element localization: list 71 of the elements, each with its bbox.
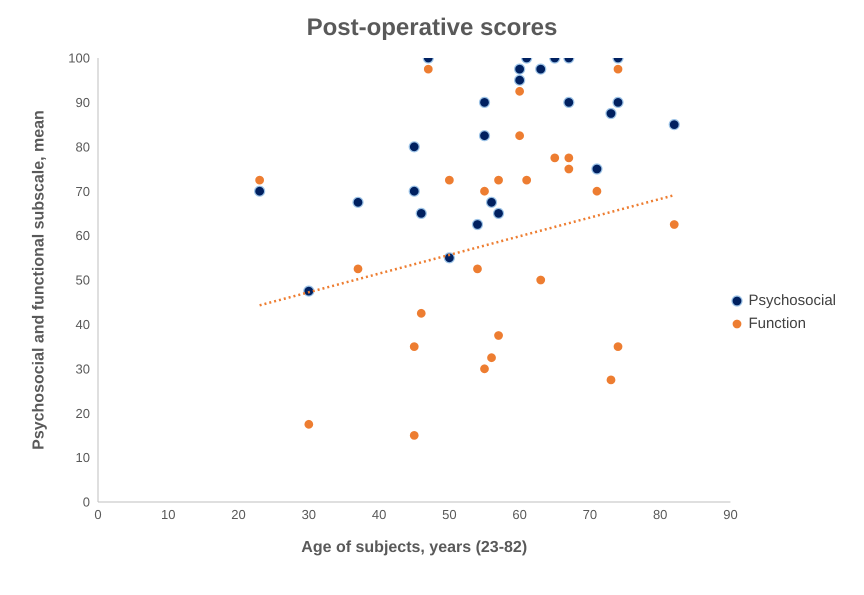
legend-label: Function xyxy=(748,315,806,332)
point xyxy=(612,96,624,108)
point xyxy=(591,186,603,197)
point xyxy=(492,330,504,342)
x-tick-label: 60 xyxy=(512,507,527,522)
x-tick-label: 0 xyxy=(94,507,102,522)
y-tick-label: 40 xyxy=(76,317,90,332)
x-axis-title: Age of subjects, years (23-82) xyxy=(301,539,528,556)
point xyxy=(668,218,680,230)
point xyxy=(408,341,420,352)
y-tick-label: 70 xyxy=(76,184,90,199)
chart-title: Post-operative scores xyxy=(306,13,558,42)
y-tick-label: 90 xyxy=(76,95,90,110)
point xyxy=(549,152,560,164)
x-tick-label: 50 xyxy=(442,507,457,522)
point xyxy=(254,174,266,186)
y-tick-label: 30 xyxy=(76,361,90,376)
point xyxy=(444,174,455,186)
point xyxy=(591,163,603,175)
point xyxy=(514,63,526,75)
point xyxy=(408,430,420,441)
point xyxy=(352,196,364,208)
y-tick-label: 80 xyxy=(76,139,90,154)
y-axis-title: Psychosocial and functional subscale, mean xyxy=(30,110,48,450)
point xyxy=(535,63,546,75)
x-tick-label: 20 xyxy=(231,507,246,522)
point xyxy=(486,196,498,208)
point xyxy=(408,186,420,197)
point xyxy=(514,130,526,142)
point xyxy=(605,374,617,386)
point xyxy=(352,263,364,274)
point xyxy=(486,352,498,364)
point xyxy=(668,119,680,130)
point xyxy=(563,163,574,175)
point xyxy=(514,74,526,86)
x-tick-label: 70 xyxy=(582,507,598,522)
point xyxy=(535,274,546,286)
y-tick-label: 10 xyxy=(76,450,90,466)
point xyxy=(563,152,574,164)
point xyxy=(303,418,314,430)
point xyxy=(416,208,427,219)
point xyxy=(478,130,490,142)
point xyxy=(478,363,490,374)
legend-label: Psychosocial xyxy=(748,292,836,309)
y-tick-label: 0 xyxy=(82,494,90,510)
point xyxy=(254,186,266,197)
point xyxy=(563,96,574,108)
x-tick-label: 30 xyxy=(302,507,316,522)
x-tick-label: 90 xyxy=(723,507,738,522)
point xyxy=(492,174,504,186)
point xyxy=(521,174,532,186)
point xyxy=(478,186,490,197)
x-tick-label: 80 xyxy=(652,507,668,522)
point xyxy=(492,208,504,219)
point xyxy=(612,341,624,352)
point xyxy=(444,252,455,264)
point xyxy=(408,141,420,152)
point xyxy=(416,308,427,319)
x-tick-label: 40 xyxy=(372,507,386,522)
point xyxy=(514,86,526,97)
point xyxy=(472,263,484,274)
point xyxy=(612,63,624,75)
y-tick-label: 50 xyxy=(76,272,90,288)
point xyxy=(478,96,490,108)
point xyxy=(422,63,434,75)
y-tick-label: 20 xyxy=(76,406,90,421)
point xyxy=(605,108,617,120)
y-tick-label: 60 xyxy=(76,228,90,244)
y-tick-label: 100 xyxy=(68,50,90,66)
x-tick-label: 10 xyxy=(161,507,176,522)
point xyxy=(472,218,484,230)
